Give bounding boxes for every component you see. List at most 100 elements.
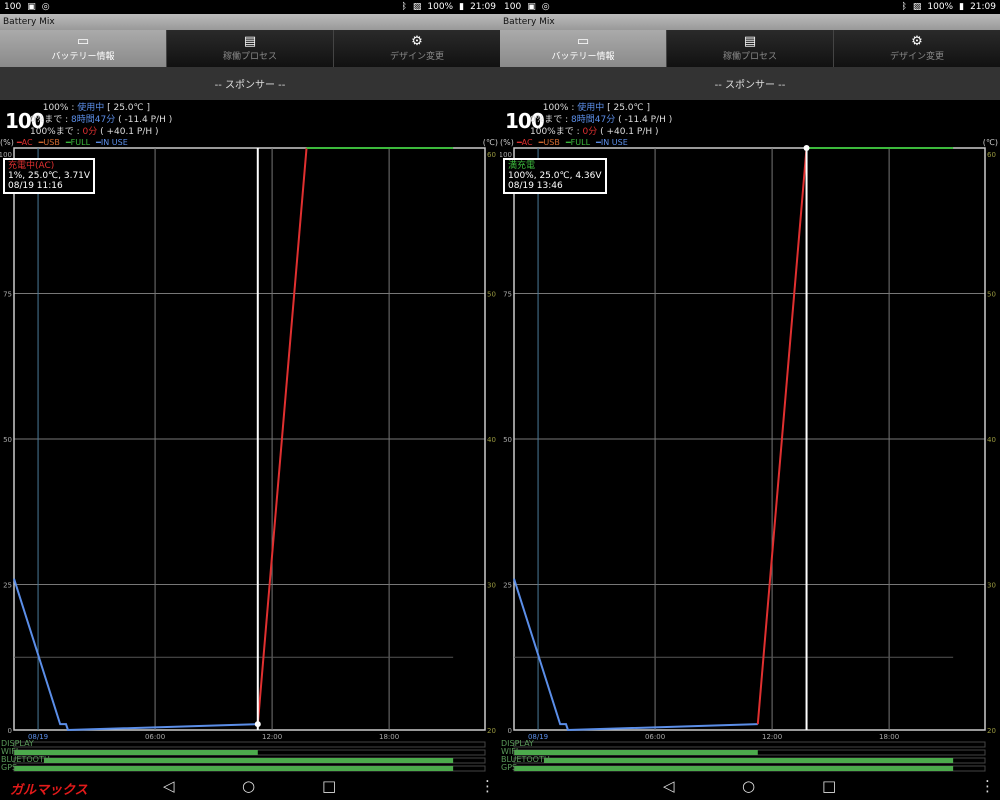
app-title: Battery Mix <box>500 14 1000 30</box>
info-line: 0%まで : 8時間47分 ( -11.4 P/H ) <box>530 114 672 126</box>
temp-tick-label: 40 <box>987 436 996 444</box>
home-icon[interactable]: ○ <box>242 777 256 795</box>
y-tick-label: 50 <box>503 436 512 444</box>
clock: 21:09 <box>470 2 496 12</box>
usage-track <box>13 741 486 748</box>
tab-gear[interactable]: ⚙ デザイン変更 <box>833 30 1000 67</box>
tab-label: デザイン変更 <box>889 52 944 62</box>
tab-battery[interactable]: ▭ バッテリー情報 <box>0 30 166 67</box>
tooltip-detail: 1%, 25.0℃, 3.71V <box>8 171 91 181</box>
series-in-use <box>13 578 258 732</box>
temp-tick-label: 20 <box>487 727 496 735</box>
navigation-bar: ◁ ○ □ ⋮ <box>500 775 1000 800</box>
info-extra: ( +40.1 P/H ) <box>597 127 659 137</box>
x-tick-label: 12:00 <box>262 733 282 741</box>
tab-bar: ▭ バッテリー情報 ▤ 稼働プロセス ⚙ デザイン変更 <box>0 30 500 67</box>
y-tick-label: 75 <box>3 291 12 299</box>
info-label: 100%まで : <box>30 127 83 137</box>
bluetooth-icon: ᛒ <box>401 2 407 12</box>
chrome-icon: ◎ <box>541 2 550 12</box>
y-tick-label: 0 <box>8 727 12 735</box>
info-extra: [ 25.0℃ ] <box>104 103 150 113</box>
status-bar: 100 ▣ ◎ ᛒ ▨ 100% ▮ 21:09 <box>0 0 500 14</box>
battery-level: 100 <box>505 109 545 133</box>
legend-full: ━FULL <box>565 138 591 147</box>
tab-battery[interactable]: ▭ バッテリー情報 <box>500 30 666 67</box>
battery-icon: ▭ <box>76 34 90 49</box>
back-icon[interactable]: ◁ <box>163 777 175 795</box>
battery-chart[interactable]: 0 25 50 75 100 20 30 40 50 60 08/19 06:00 12:00 18:00 <box>0 0 500 775</box>
status-left: 100 <box>4 2 22 12</box>
legend-full: ━FULL <box>65 138 91 147</box>
legend-in-use: ━IN USE <box>596 138 628 147</box>
recents-icon[interactable]: □ <box>822 777 837 795</box>
usage-bar-bluetooth <box>43 758 454 763</box>
phone-screen-1: 100 ▣ ◎ ᛒ ▨ 100% ▮ 21:09 Battery Mix ▭ バッテリー情報 ▤ 稼… <box>0 0 500 800</box>
x-tick-label: 08/19 <box>28 733 48 741</box>
y-tick-label: 100 <box>0 151 12 159</box>
battery-icon: ▮ <box>959 2 965 12</box>
tooltip-time: 08/19 13:46 <box>508 181 563 191</box>
list-icon: ▤ <box>743 34 757 49</box>
chart-legend: (%) ━AC ━USB ━FULL ━IN USE <box>0 138 134 147</box>
info-line: 100%まで : 0分 ( +40.1 P/H ) <box>530 126 659 138</box>
plot-frame <box>13 147 486 731</box>
info-line: 100%まで : 0分 ( +40.1 P/H ) <box>30 126 159 138</box>
battery-percent: 100% <box>427 2 454 12</box>
y-tick-label: 25 <box>3 582 12 590</box>
temp-tick-label: 50 <box>487 291 496 299</box>
battery-icon: ▭ <box>576 34 590 49</box>
info-label: 100%まで : <box>530 127 583 137</box>
temp-unit: (℃) <box>982 138 998 147</box>
navigation-bar: ◁ ○ □ ⋮ <box>0 775 500 800</box>
usage-bar-gps <box>14 766 454 771</box>
usage-bar-wifi <box>514 750 758 755</box>
temp-tick-label: 60 <box>987 151 996 159</box>
temp-tick-label: 50 <box>987 291 996 299</box>
x-tick-label: 18:00 <box>879 733 899 741</box>
gear-icon: ⚙ <box>411 34 423 49</box>
info-extra: ( -11.4 P/H ) <box>115 115 173 125</box>
legend-usb: ━USB <box>38 138 60 147</box>
status-bar: 100 ▣ ◎ ᛒ ▨ 100% ▮ 21:09 <box>500 0 1000 14</box>
tab-list[interactable]: ▤ 稼働プロセス <box>666 30 833 67</box>
usage-label: WIFI <box>501 747 519 756</box>
battery-chart[interactable]: 0 25 50 75 100 20 30 40 50 60 08/19 06:00 12:00 18:00 <box>500 0 1000 775</box>
tab-label: 稼働プロセス <box>222 52 277 62</box>
home-icon[interactable]: ○ <box>742 777 756 795</box>
usage-track <box>513 741 986 748</box>
usage-label: BLUETOOTH <box>1 755 50 764</box>
legend-ac: ━AC <box>16 138 33 147</box>
legend-usb: ━USB <box>538 138 560 147</box>
temp-tick-label: 60 <box>487 151 496 159</box>
usage-bar-wifi <box>14 750 258 755</box>
menu-icon[interactable]: ⋮ <box>480 777 495 795</box>
no-sim-icon: ▨ <box>912 2 922 12</box>
usage-label: GPS <box>501 763 518 772</box>
sponsor-banner[interactable]: -- スポンサー -- <box>500 67 1000 100</box>
x-tick-label: 18:00 <box>379 733 399 741</box>
chart-legend: (%) ━AC ━USB ━FULL ━IN USE <box>500 138 634 147</box>
temp-tick-label: 30 <box>487 582 496 590</box>
sponsor-banner[interactable]: -- スポンサー -- <box>0 67 500 100</box>
tab-list[interactable]: ▤ 稼働プロセス <box>166 30 333 67</box>
info-extra: [ 25.0℃ ] <box>604 103 650 113</box>
battery-info: 100 100% : 使用中 [ 25.0℃ ] 0%まで : 8時間47分 ( -… <box>500 100 1000 138</box>
temp-unit: (℃) <box>482 138 498 147</box>
recents-icon[interactable]: □ <box>322 777 337 795</box>
tooltip: 満充電 100%, 25.0℃, 4.36V 08/19 13:46 <box>503 158 607 194</box>
gear-icon: ⚙ <box>911 34 923 49</box>
y-tick-label: 50 <box>3 436 12 444</box>
legend-ac: ━AC <box>516 138 533 147</box>
battery-info: 100 100% : 使用中 [ 25.0℃ ] 0%まで : 8時間47分 ( -… <box>0 100 500 138</box>
back-icon[interactable]: ◁ <box>663 777 675 795</box>
y-tick-label: 75 <box>503 291 512 299</box>
info-value: 0分 <box>82 127 98 137</box>
info-value: 使用中 <box>577 103 605 113</box>
y-tick-label: 100 <box>500 151 512 159</box>
tooltip: 充電中(AC) 1%, 25.0℃, 3.71V 08/19 11:16 <box>3 158 96 194</box>
menu-icon[interactable]: ⋮ <box>980 777 995 795</box>
tab-gear[interactable]: ⚙ デザイン変更 <box>333 30 500 67</box>
battery-icon: ▮ <box>459 2 465 12</box>
battery-percent: 100% <box>927 2 954 12</box>
